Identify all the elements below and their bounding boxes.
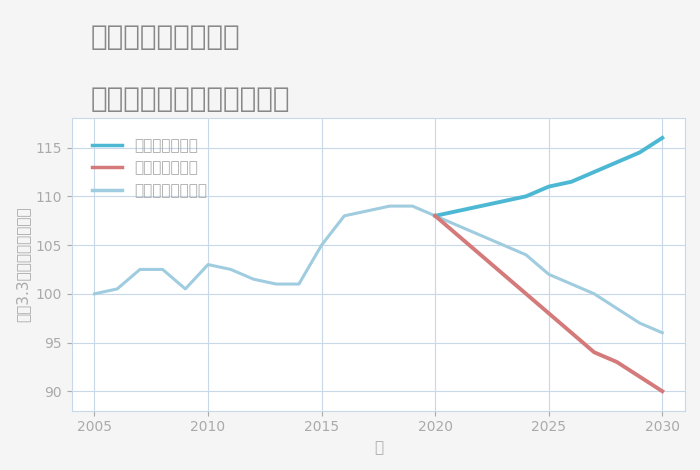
- Y-axis label: 平（3.3㎡）単価（万円）: 平（3.3㎡）単価（万円）: [15, 207, 30, 322]
- Legend: グッドシナリオ, バッドシナリオ, ノーマルシナリオ: グッドシナリオ, バッドシナリオ, ノーマルシナリオ: [85, 132, 214, 204]
- Text: 岐阜県関市富之保の: 岐阜県関市富之保の: [91, 24, 241, 52]
- Text: 中古マンションの価格推移: 中古マンションの価格推移: [91, 85, 290, 113]
- X-axis label: 年: 年: [374, 440, 383, 455]
